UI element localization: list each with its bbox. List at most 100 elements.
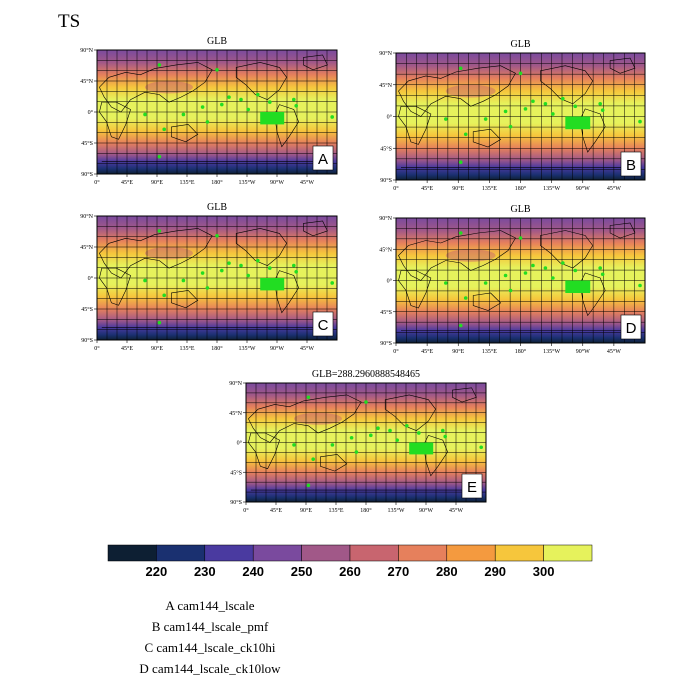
coastline (609, 222, 636, 239)
lat-tick-label: 45°N (229, 410, 242, 417)
lat-tick-label: 0° (387, 114, 393, 121)
station-marker (561, 261, 565, 265)
station-marker (503, 273, 508, 278)
lat-tick-label: 45°S (81, 306, 93, 313)
colorbar-swatch (301, 544, 351, 562)
panel-letter: D (626, 320, 637, 337)
panel-letter: B (626, 157, 636, 174)
region-box (260, 278, 285, 291)
lat-tick-label: 90°N (379, 50, 392, 57)
lon-tick-label: 45°W (300, 179, 314, 186)
colorbar-swatch (349, 544, 399, 562)
warm-pool (255, 264, 313, 280)
station-marker (458, 323, 463, 328)
station-marker (598, 266, 602, 270)
station-marker (405, 424, 409, 428)
station-marker (268, 266, 272, 270)
panel-letter-box (312, 145, 334, 171)
lon-tick-label: 90°E (452, 185, 464, 192)
panel-title: GLB=288.2960888548465 (312, 369, 420, 380)
station-marker (143, 278, 147, 283)
station-marker (503, 109, 508, 114)
colorbar-swatch (446, 544, 496, 562)
colorbar-swatch (494, 544, 544, 562)
lon-tick-label: 45°W (449, 507, 463, 514)
colorbar-label: 230 (194, 564, 216, 579)
station-marker (443, 434, 448, 439)
lon-tick-label: 90°E (452, 348, 464, 355)
panel-letter-box (461, 473, 483, 499)
station-marker (444, 117, 448, 121)
lat-tick-label: 0° (237, 440, 243, 447)
station-marker (330, 281, 335, 285)
lon-tick-label: 45°E (421, 185, 433, 192)
station-marker (181, 112, 186, 117)
lon-tick-label: 90°W (419, 507, 433, 514)
legend-line: C cam144_lscale_ck10hi (144, 640, 275, 655)
lon-tick-label: 135°E (482, 185, 497, 192)
lon-tick-label: 180° (211, 345, 223, 352)
lat-tick-label: 90°S (81, 171, 93, 178)
panel-letter-box (312, 311, 334, 337)
station-marker (600, 272, 605, 277)
coastline (320, 454, 348, 472)
station-marker (268, 100, 272, 104)
lon-tick-label: 135°W (238, 179, 255, 186)
station-marker (220, 102, 224, 107)
lon-tick-label: 135°E (179, 345, 194, 352)
lon-tick-label: 135°W (543, 185, 560, 192)
station-marker (508, 124, 513, 129)
lon-tick-label: 45°W (607, 185, 621, 192)
coastline (398, 270, 432, 309)
station-marker (458, 231, 463, 235)
station-marker (330, 115, 335, 119)
station-marker (246, 107, 250, 112)
coastline (452, 387, 477, 403)
warm-pool (255, 98, 313, 114)
panel-letter-box (620, 314, 642, 340)
station-marker (311, 457, 316, 461)
lat-tick-label: 90°S (230, 499, 242, 506)
lat-tick-label: 90°N (80, 47, 93, 54)
panel-title: GLB (207, 202, 227, 213)
region-box (260, 112, 285, 125)
lat-tick-label: 90°S (380, 340, 392, 347)
station-marker (227, 95, 231, 99)
station-marker (600, 108, 605, 112)
station-marker (573, 268, 578, 273)
coastline (303, 54, 328, 71)
station-marker (458, 160, 463, 165)
station-marker (143, 112, 147, 117)
lon-tick-label: 0° (393, 185, 399, 192)
coastline (472, 292, 502, 311)
panel-letter: A (318, 151, 328, 168)
coastline (171, 124, 199, 143)
colorbar-label: 270 (388, 564, 410, 579)
station-marker (255, 258, 260, 263)
panel-letter: C (318, 317, 329, 334)
colorbar-swatch (398, 544, 448, 562)
lat-tick-label: 0° (88, 109, 94, 116)
lon-tick-label: 90°E (151, 345, 163, 352)
warm-pool (560, 102, 621, 118)
lon-tick-label: 135°W (387, 507, 404, 514)
lon-tick-label: 0° (243, 507, 249, 514)
station-marker (200, 271, 205, 275)
panel-title: GLB (511, 39, 531, 50)
station-marker (220, 268, 224, 273)
station-marker (395, 438, 400, 442)
colorbar-swatch (252, 544, 302, 562)
lon-tick-label: 90°E (151, 179, 163, 186)
station-marker (543, 102, 548, 106)
station-marker (157, 320, 162, 325)
lat-tick-label: 45°S (380, 309, 392, 316)
station-marker (598, 102, 602, 106)
lon-tick-label: 180° (515, 185, 527, 192)
station-marker (215, 234, 219, 238)
station-marker (157, 229, 162, 233)
